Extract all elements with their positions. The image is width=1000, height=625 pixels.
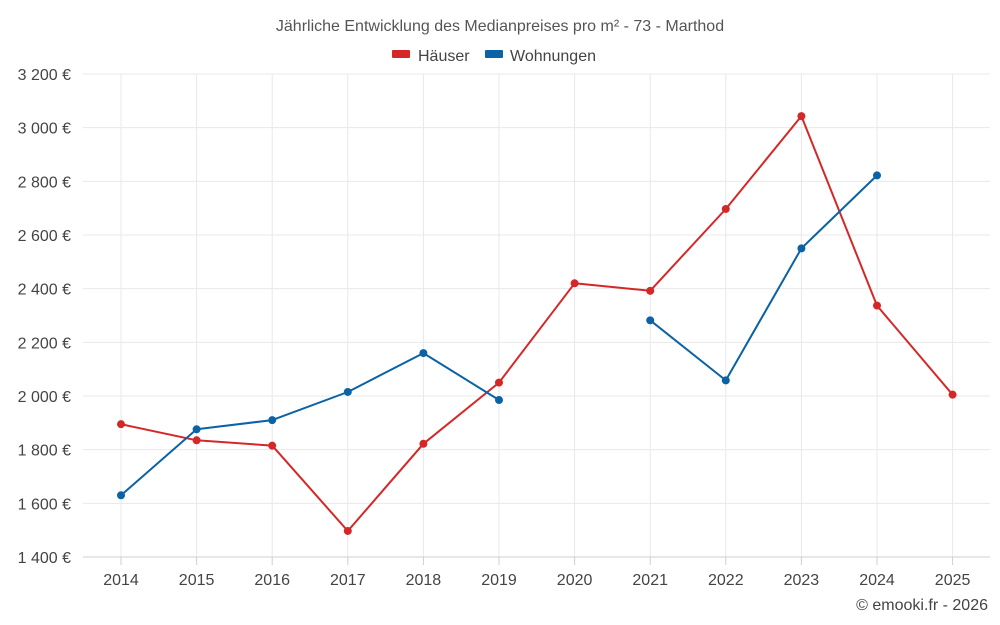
data-point-haeuser[interactable]	[570, 279, 579, 288]
data-point-haeuser[interactable]	[797, 112, 806, 121]
data-point-haeuser[interactable]	[419, 439, 428, 448]
x-tick-label: 2015	[179, 572, 215, 589]
data-point-haeuser[interactable]	[192, 436, 201, 445]
x-tick-label: 2020	[557, 572, 593, 589]
x-tick-label: 2025	[935, 572, 971, 589]
data-point-wohnungen[interactable]	[192, 425, 201, 434]
series-line-haeuser	[120, 115, 954, 532]
data-point-haeuser[interactable]	[117, 420, 125, 429]
data-point-haeuser[interactable]	[646, 286, 655, 295]
chart-title: Jährliche Entwicklung des Medianpreises …	[276, 18, 724, 35]
x-tick-label: 2022	[708, 572, 744, 589]
axes: 1 400 € 1 600 € 1 800 € 2 000 € 2 200 € 2 400…	[18, 67, 990, 589]
legend-swatch-wohnungen	[485, 50, 503, 58]
y-tick-label: 3 000 €	[18, 121, 71, 138]
series	[117, 112, 957, 535]
y-tick-label: 2 000 €	[18, 389, 71, 406]
data-point-haeuser[interactable]	[721, 204, 730, 213]
y-tick-label: 1 800 €	[18, 443, 71, 460]
y-tick-label: 2 200 €	[18, 335, 71, 352]
data-point-wohnungen[interactable]	[873, 171, 881, 180]
y-tick-label: 2 400 €	[18, 282, 71, 299]
legend-label-wohnungen: Wohnungen	[510, 48, 596, 65]
x-tick-label: 2017	[330, 572, 366, 589]
data-point-wohnungen[interactable]	[721, 376, 730, 385]
legend-item-wohnungen[interactable]: Wohnungen	[485, 48, 596, 65]
data-point-haeuser[interactable]	[495, 378, 503, 387]
data-point-wohnungen[interactable]	[797, 244, 806, 253]
x-tick-label: 2019	[481, 572, 517, 589]
legend-item-haeuser[interactable]: Häuser	[392, 48, 470, 65]
data-point-wohnungen[interactable]	[343, 387, 352, 396]
series-haeuser	[117, 112, 957, 535]
legend-swatch-haeuser	[392, 50, 410, 58]
credit-text: © emooki.fr - 2026	[856, 597, 988, 614]
data-point-wohnungen[interactable]	[268, 416, 277, 425]
data-point-wohnungen[interactable]	[419, 349, 428, 358]
legend: Häuser Wohnungen	[392, 48, 596, 65]
x-tick-label: 2023	[784, 572, 820, 589]
y-tick-label: 1 400 €	[18, 550, 71, 567]
y-tick-label: 1 600 €	[18, 496, 71, 513]
data-point-haeuser[interactable]	[948, 390, 957, 399]
data-point-haeuser[interactable]	[343, 526, 352, 535]
series-line-wohnungen	[649, 174, 878, 382]
x-tick-label: 2021	[632, 572, 668, 589]
series-line-wohnungen	[120, 352, 500, 497]
gridlines	[83, 73, 990, 557]
data-point-haeuser[interactable]	[873, 301, 881, 310]
x-tick-label: 2024	[859, 572, 895, 589]
x-tick-label: 2014	[103, 572, 139, 589]
data-point-haeuser[interactable]	[268, 441, 277, 450]
data-point-wohnungen[interactable]	[646, 316, 655, 325]
y-tick-label: 3 200 €	[18, 67, 71, 84]
x-tick-label: 2016	[254, 572, 290, 589]
x-tick-label: 2018	[406, 572, 442, 589]
data-point-wohnungen[interactable]	[495, 396, 503, 405]
legend-label-haeuser: Häuser	[418, 48, 470, 65]
series-wohnungen	[117, 171, 881, 500]
data-point-wohnungen[interactable]	[117, 491, 125, 500]
y-tick-label: 2 800 €	[18, 174, 71, 191]
y-tick-label: 2 600 €	[18, 228, 71, 245]
